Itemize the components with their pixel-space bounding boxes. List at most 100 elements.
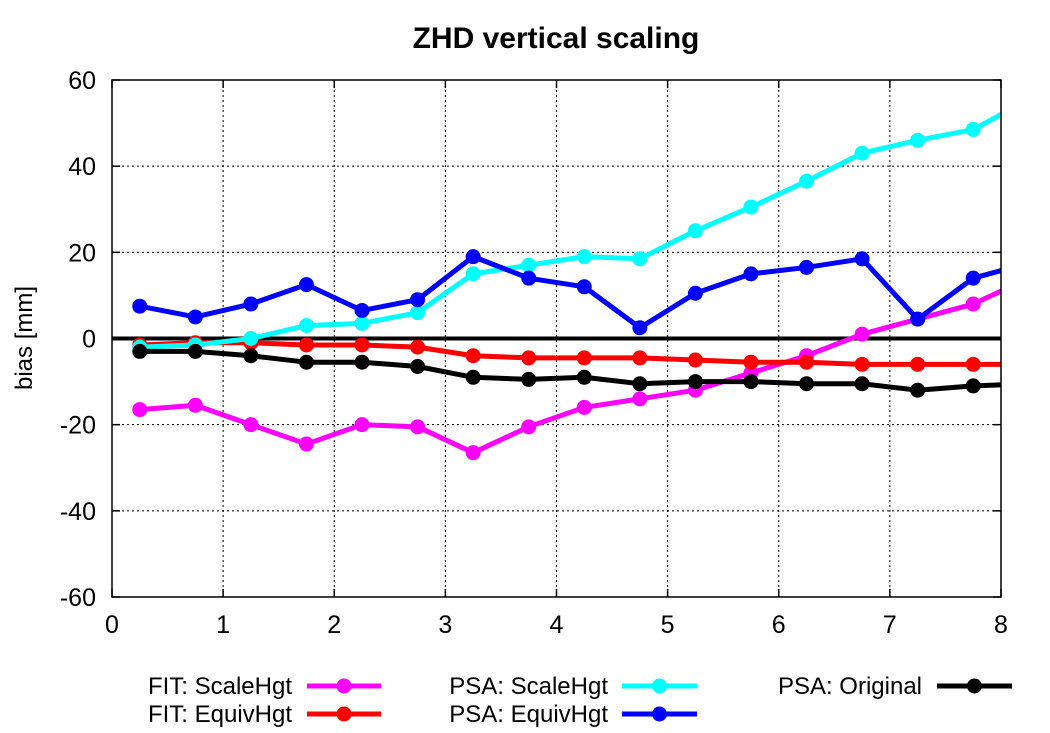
legend-swatch-marker [652, 706, 667, 722]
data-point [465, 348, 481, 364]
data-point [687, 285, 703, 301]
data-point [854, 376, 870, 392]
data-point [799, 354, 815, 370]
data-point [910, 132, 926, 148]
data-point [910, 382, 926, 398]
data-point [132, 402, 148, 418]
data-point [632, 350, 648, 366]
data-point [743, 374, 759, 390]
data-point [354, 302, 370, 318]
y-tick-label: -40 [60, 498, 96, 526]
data-point [243, 348, 259, 364]
data-point [521, 257, 537, 273]
x-tick-label: 0 [105, 611, 119, 639]
data-point [687, 352, 703, 368]
data-point [743, 199, 759, 215]
legend-label: FIT: ScaleHgt [148, 673, 292, 700]
data-point [1021, 256, 1036, 271]
data-point [410, 305, 426, 321]
data-point [354, 417, 370, 433]
data-point [576, 279, 592, 295]
tick-labels: 0 1 2 3 4 5 6 7 8 -60 -40 -20 0 20 40 60 [60, 67, 1008, 639]
data-point [298, 318, 314, 334]
data-point [410, 359, 426, 375]
legend-swatch-marker [336, 706, 352, 722]
data-point [576, 249, 592, 265]
data-point [632, 251, 648, 267]
data-point [187, 397, 203, 413]
data-point [1021, 357, 1036, 372]
x-tick-label: 7 [883, 611, 897, 639]
chart-title: ZHD vertical scaling [413, 22, 700, 55]
data-point [465, 369, 481, 385]
data-point [354, 337, 370, 353]
y-tick-label: 20 [68, 239, 96, 267]
data-point [1021, 271, 1036, 286]
data-point [799, 259, 815, 275]
y-tick-label: -60 [60, 584, 96, 612]
data-point [1021, 376, 1036, 391]
data-point [410, 292, 426, 308]
data-point [465, 249, 481, 265]
data-point [632, 320, 648, 336]
data-point [354, 315, 370, 331]
data-point [910, 311, 926, 327]
legend-label: PSA: ScaleHgt [449, 673, 608, 700]
data-point [965, 356, 981, 372]
data-point [465, 445, 481, 461]
data-point [632, 376, 648, 392]
data-point [521, 270, 537, 286]
data-point [854, 145, 870, 161]
data-point [187, 343, 203, 359]
data-point [743, 266, 759, 282]
x-tick-label: 1 [216, 611, 230, 639]
data-point [632, 391, 648, 407]
data-point [298, 436, 314, 452]
y-tick-label: 60 [68, 67, 96, 95]
legend-swatch-marker [967, 678, 982, 694]
y-axis-label: bias [mm] [11, 286, 38, 390]
data-point [298, 337, 314, 353]
legend-label: FIT: EquivHgt [148, 701, 292, 728]
data-point [854, 356, 870, 372]
data-point [965, 378, 981, 394]
data-point [187, 309, 203, 325]
x-tick-label: 2 [327, 611, 341, 639]
data-point [354, 354, 370, 370]
data-point [687, 223, 703, 239]
data-point [743, 354, 759, 370]
data-point [243, 417, 259, 433]
legend-label: PSA: EquivHgt [449, 701, 608, 728]
x-tick-label: 8 [994, 611, 1008, 639]
data-point [576, 369, 592, 385]
data-point [687, 374, 703, 390]
y-tick-label: 0 [82, 326, 96, 354]
data-point [965, 122, 981, 138]
data-point [521, 350, 537, 366]
data-point [799, 173, 815, 189]
legend-swatch-marker [336, 678, 352, 694]
data-point [965, 270, 981, 286]
x-tick-label: 5 [661, 611, 675, 639]
data-point [243, 331, 259, 346]
data-point [910, 356, 926, 372]
legend-label: PSA: Original [778, 673, 922, 700]
data-point [410, 339, 426, 355]
data-point [298, 354, 314, 370]
data-point [576, 399, 592, 415]
x-tick-label: 6 [772, 611, 786, 639]
data-point [243, 296, 259, 312]
data-point [465, 266, 481, 282]
data-point [132, 343, 148, 359]
series-line [139, 111, 1001, 350]
data-point [1021, 92, 1036, 107]
data-point [132, 298, 148, 314]
legend-swatch-marker [652, 678, 667, 694]
data-point [854, 251, 870, 267]
data-point [576, 350, 592, 366]
data-point [521, 371, 537, 387]
data-point [298, 277, 314, 293]
data-point [410, 419, 426, 435]
